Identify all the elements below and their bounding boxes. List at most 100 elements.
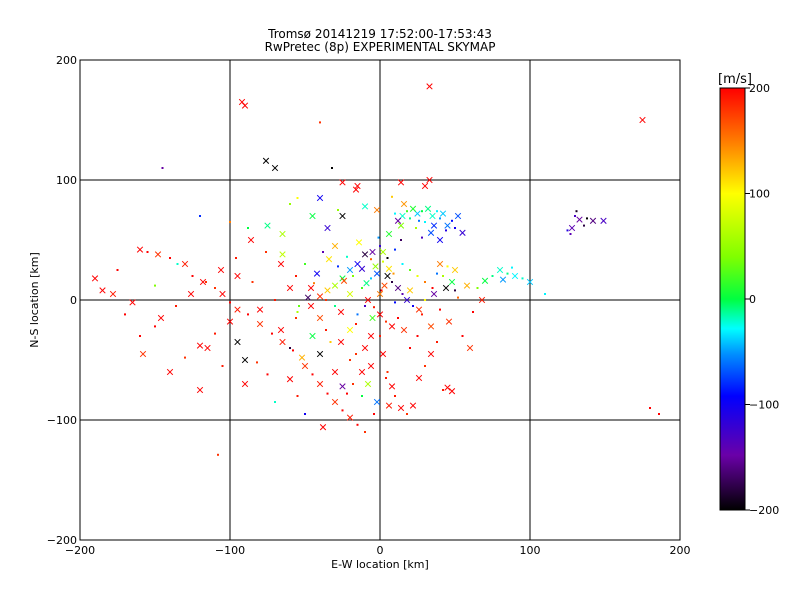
data-point-dot bbox=[431, 287, 434, 289]
data-point-dot bbox=[154, 284, 156, 287]
data-point-cross bbox=[403, 296, 411, 304]
data-point-cross bbox=[241, 102, 249, 109]
data-point-dot bbox=[349, 359, 351, 361]
data-point-cross bbox=[444, 222, 451, 229]
data-point-dot bbox=[446, 265, 449, 268]
data-point-dot bbox=[337, 265, 339, 268]
data-point-cross bbox=[499, 276, 507, 283]
data-point-dot bbox=[421, 210, 423, 213]
data-point-cross bbox=[406, 287, 414, 294]
data-point-cross bbox=[136, 246, 144, 253]
data-point-cross bbox=[340, 277, 348, 284]
colorbar-label: [m/s] bbox=[718, 72, 752, 87]
data-point-cross bbox=[187, 290, 195, 298]
data-point-cross bbox=[589, 217, 597, 224]
data-point-cross bbox=[436, 236, 444, 244]
data-point-cross bbox=[478, 296, 486, 304]
data-point-dot bbox=[391, 281, 393, 283]
colorbar-tick-label: 100 bbox=[749, 188, 770, 201]
data-point-cross bbox=[277, 326, 285, 334]
data-point-dot bbox=[406, 413, 408, 415]
data-point-dot bbox=[436, 341, 438, 343]
x-axis: −200 −100 0 100 200 bbox=[65, 544, 691, 557]
data-point-cross bbox=[526, 278, 534, 286]
data-point-cross bbox=[397, 179, 405, 186]
data-point-cross bbox=[409, 205, 417, 212]
data-point-dot bbox=[394, 395, 396, 397]
data-point-dot bbox=[424, 221, 426, 223]
data-point-cross bbox=[241, 380, 249, 388]
data-point-cross bbox=[426, 176, 433, 184]
data-point-cross bbox=[400, 326, 408, 334]
data-point-cross bbox=[426, 83, 433, 90]
data-point-dot bbox=[476, 287, 479, 289]
data-point-dot bbox=[217, 453, 219, 456]
data-point-dot bbox=[355, 323, 357, 325]
data-point-dot bbox=[401, 263, 404, 265]
data-point-cross bbox=[324, 224, 331, 232]
data-point-dot bbox=[325, 299, 327, 301]
data-point-dot bbox=[575, 210, 578, 213]
y-tick-label: 0 bbox=[70, 294, 77, 307]
data-point-cross bbox=[316, 380, 324, 388]
data-point-dot bbox=[521, 277, 524, 280]
data-point-cross bbox=[421, 182, 429, 190]
data-point-cross bbox=[352, 186, 360, 193]
data-point-cross bbox=[256, 320, 264, 328]
data-point-cross bbox=[445, 318, 453, 325]
data-point-cross bbox=[361, 251, 369, 258]
data-point-cross bbox=[99, 287, 106, 294]
data-point-dot bbox=[385, 377, 387, 379]
data-point-cross bbox=[307, 284, 315, 292]
data-point-dot bbox=[424, 365, 426, 367]
plot-frame bbox=[79, 59, 681, 541]
data-point-cross bbox=[339, 179, 346, 186]
data-points bbox=[91, 83, 660, 456]
data-point-dot bbox=[409, 347, 411, 349]
data-point-cross bbox=[424, 205, 432, 212]
data-point-dot bbox=[221, 365, 224, 367]
data-point-cross bbox=[196, 386, 204, 394]
data-point-cross bbox=[451, 266, 459, 274]
data-point-cross bbox=[309, 332, 316, 340]
data-point-dot bbox=[329, 341, 332, 343]
data-point-dot bbox=[274, 401, 276, 403]
data-point-dot bbox=[355, 353, 357, 355]
data-point-dot bbox=[175, 305, 177, 307]
data-point-dot bbox=[379, 245, 381, 247]
data-point-dot bbox=[373, 306, 375, 309]
data-point-cross bbox=[234, 306, 241, 313]
data-point-cross bbox=[109, 290, 117, 298]
data-point-cross bbox=[298, 354, 306, 361]
data-point-cross bbox=[394, 284, 402, 292]
data-point-cross bbox=[331, 368, 339, 376]
data-point-dot bbox=[229, 221, 231, 223]
data-point-cross bbox=[364, 296, 372, 304]
data-point-cross bbox=[316, 194, 324, 202]
data-point-cross bbox=[309, 212, 316, 220]
data-point-cross bbox=[331, 242, 339, 250]
data-point-dot bbox=[386, 371, 389, 373]
data-point-dot bbox=[184, 356, 186, 359]
data-point-cross bbox=[337, 338, 345, 346]
data-point-dot bbox=[352, 275, 354, 277]
data-point-cross bbox=[459, 229, 466, 236]
data-point-cross bbox=[339, 212, 346, 220]
data-point-cross bbox=[286, 376, 294, 383]
data-point-dot bbox=[346, 255, 348, 258]
data-point-cross bbox=[154, 251, 162, 258]
data-point-dot bbox=[457, 296, 459, 299]
data-point-dot bbox=[445, 229, 447, 232]
data-point-cross bbox=[436, 260, 444, 268]
data-point-cross bbox=[319, 424, 327, 431]
data-point-dot bbox=[296, 197, 299, 199]
data-point-dot bbox=[247, 227, 249, 229]
data-point-cross bbox=[316, 293, 324, 300]
data-point-cross bbox=[448, 388, 456, 395]
data-point-cross bbox=[361, 344, 369, 352]
data-point-dot bbox=[377, 236, 380, 239]
data-point-dot bbox=[586, 217, 588, 220]
data-point-cross bbox=[429, 212, 436, 220]
data-point-dot bbox=[461, 335, 464, 337]
